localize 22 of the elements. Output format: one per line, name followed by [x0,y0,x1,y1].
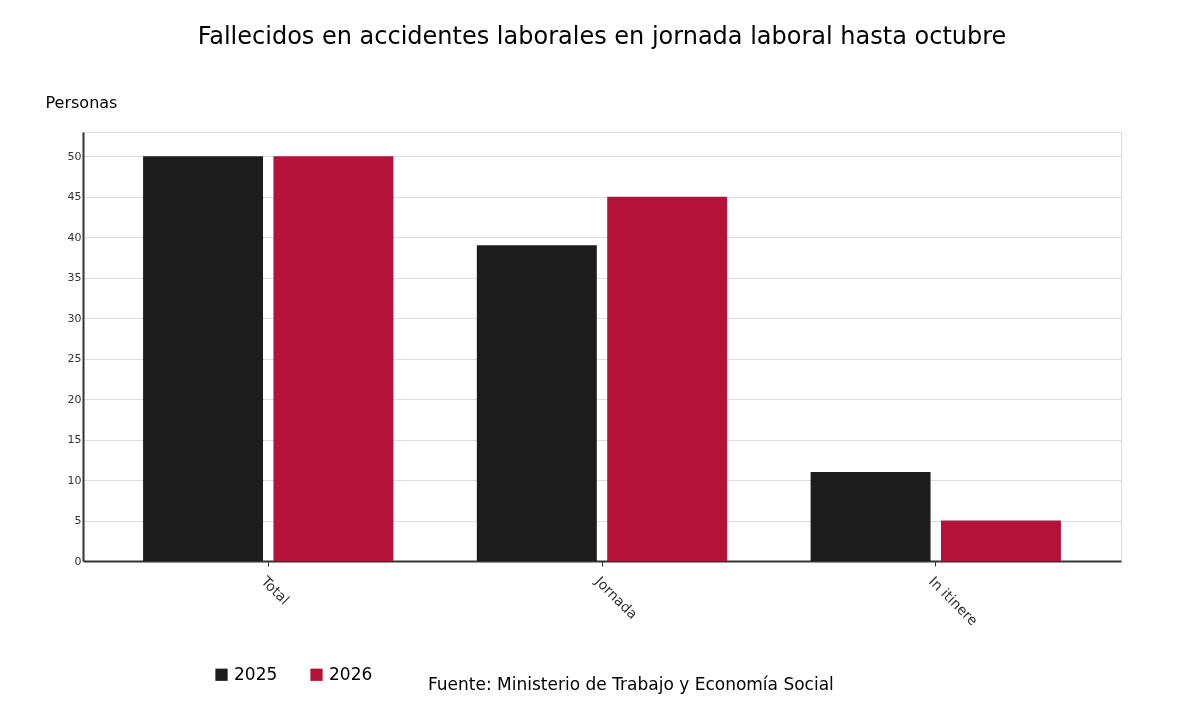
y-tick-label: 15 [67,433,82,447]
y-tick-label: 20 [67,392,82,406]
bar [607,196,728,561]
y-tick-label: 50 [67,149,82,163]
y-tick-label: 30 [67,311,82,325]
y-tick-label: 5 [74,514,82,528]
bar [476,245,597,561]
y-tick-label: 25 [67,352,82,366]
chart-title: Fallecidos en accidentes laborales en jornada laboral hasta octubre [197,22,1007,50]
y-tick-label: 10 [67,473,82,487]
bar [143,156,264,561]
y-axis-title: Personas [45,92,118,112]
legend-label: 2026 [329,663,373,684]
legend-label: 2025 [234,663,278,684]
bar [810,471,931,561]
y-tick-label: 0 [74,554,82,568]
bar [273,156,394,561]
source-note: Fuente: Ministerio de Trabajo y Economía Social [428,674,834,694]
y-tick-label: 40 [67,230,82,244]
y-tick-label: 35 [67,271,82,285]
y-tick-label: 45 [67,190,82,204]
bar [940,520,1061,561]
